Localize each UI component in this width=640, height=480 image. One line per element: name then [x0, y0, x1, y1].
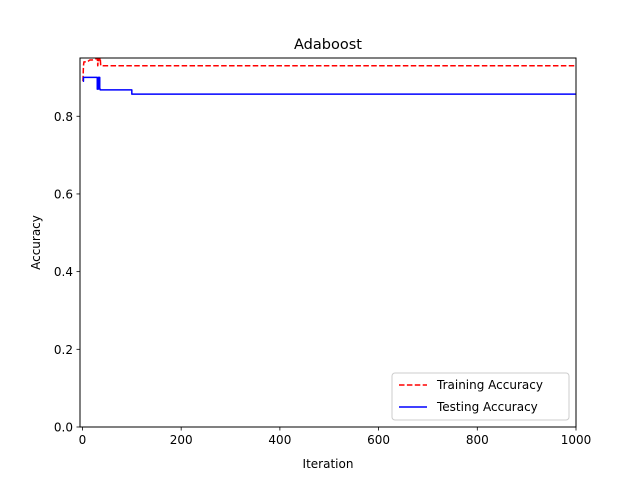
- x-tick-label: 800: [466, 433, 489, 447]
- y-tick-label: 0.0: [54, 421, 73, 435]
- series-line-training-accuracy: [82, 58, 576, 82]
- x-tick-label: 1000: [561, 433, 592, 447]
- y-tick-label: 0.2: [54, 343, 73, 357]
- y-tick-label: 0.8: [54, 110, 73, 124]
- y-axis-ticks: 0.0 0.2 0.4 0.6 0.8: [54, 110, 80, 435]
- legend: Training Accuracy Testing Accuracy: [391, 372, 570, 421]
- plot-area: [79, 57, 577, 428]
- series-line-testing-accuracy: [82, 76, 576, 95]
- legend-label-training-accuracy: Training Accuracy: [436, 378, 543, 392]
- x-tick-label: 600: [367, 433, 390, 447]
- series-lines: [82, 58, 576, 95]
- legend-box: [391, 372, 570, 421]
- y-axis-label: Accuracy: [29, 215, 43, 270]
- y-tick-label: 0.6: [54, 187, 73, 201]
- axes-frame: [79, 57, 577, 428]
- y-tick-label: 0.4: [54, 265, 73, 279]
- chart-title: Adaboost: [294, 37, 362, 53]
- x-tick-label: 200: [170, 433, 193, 447]
- legend-label-testing-accuracy: Testing Accuracy: [436, 400, 538, 414]
- x-tick-label: 400: [268, 433, 291, 447]
- x-tick-label: 0: [79, 433, 87, 447]
- x-axis-label: Iteration: [303, 457, 354, 471]
- x-axis-ticks: 0 200 400 600 800 1000: [79, 427, 592, 447]
